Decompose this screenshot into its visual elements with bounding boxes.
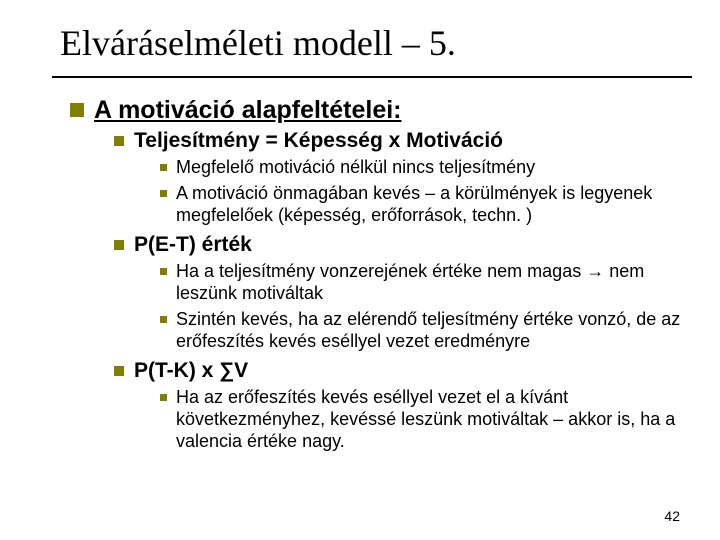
- section-1-items: Megfelelő motiváció nélkül nincs teljesí…: [134, 157, 684, 227]
- section-1: Teljesítmény = Képesség x Motiváció Megf…: [114, 129, 684, 227]
- list-item: Ha a teljesítmény vonzerejének értéke ne…: [160, 261, 684, 305]
- item-text: Szintén kevés, ha az elérendő teljesítmé…: [176, 309, 684, 353]
- item-text: A motiváció önmagában kevés – a körülmén…: [176, 183, 684, 227]
- item-text: Ha a teljesítmény vonzerejének értéke ne…: [176, 261, 684, 305]
- bullet-icon: [114, 240, 124, 250]
- list-item: Szintén kevés, ha az elérendő teljesítmé…: [160, 309, 684, 353]
- section-3-title: P(T-K) x ∑V: [134, 359, 248, 382]
- section-3: P(T-K) x ∑V Ha az erőfeszítés kevés esél…: [114, 359, 684, 453]
- section-2-title: P(E-T) érték: [134, 233, 252, 256]
- list-item: Megfelelő motiváció nélkül nincs teljesí…: [160, 157, 684, 179]
- section-3-items: Ha az erőfeszítés kevés eséllyel vezet e…: [134, 387, 684, 453]
- heading-text: A motiváció alapfeltételei:: [94, 96, 402, 124]
- section-2-items: Ha a teljesítmény vonzerejének értéke ne…: [134, 261, 684, 353]
- section-2: P(E-T) érték Ha a teljesítmény vonzerejé…: [114, 233, 684, 353]
- list-item: A motiváció önmagában kevés – a körülmén…: [160, 183, 684, 227]
- bullet-icon: [70, 103, 84, 117]
- list-item: Ha az erőfeszítés kevés eséllyel vezet e…: [160, 387, 684, 453]
- bullet-icon: [160, 394, 167, 401]
- page-title: Elváráselméleti modell – 5.: [60, 22, 674, 70]
- section-list: Teljesítmény = Képesség x Motiváció Megf…: [94, 129, 684, 453]
- bullet-icon: [114, 366, 124, 376]
- title-rule: [52, 76, 692, 78]
- page-number: 42: [664, 508, 680, 524]
- bullet-icon: [160, 268, 167, 275]
- bullet-icon: [160, 164, 167, 171]
- slide: Elváráselméleti modell – 5. A motiváció …: [0, 0, 720, 540]
- section-1-title: Teljesítmény = Képesség x Motiváció: [134, 129, 503, 152]
- content-root: A motiváció alapfeltételei: Teljesítmény…: [70, 96, 684, 453]
- bullet-icon: [160, 316, 167, 323]
- item-text: Megfelelő motiváció nélkül nincs teljesí…: [176, 157, 684, 179]
- bullet-icon: [114, 136, 124, 146]
- item-text: Ha az erőfeszítés kevés eséllyel vezet e…: [176, 387, 684, 453]
- heading-item: A motiváció alapfeltételei: Teljesítmény…: [70, 96, 684, 453]
- bullet-icon: [160, 190, 167, 197]
